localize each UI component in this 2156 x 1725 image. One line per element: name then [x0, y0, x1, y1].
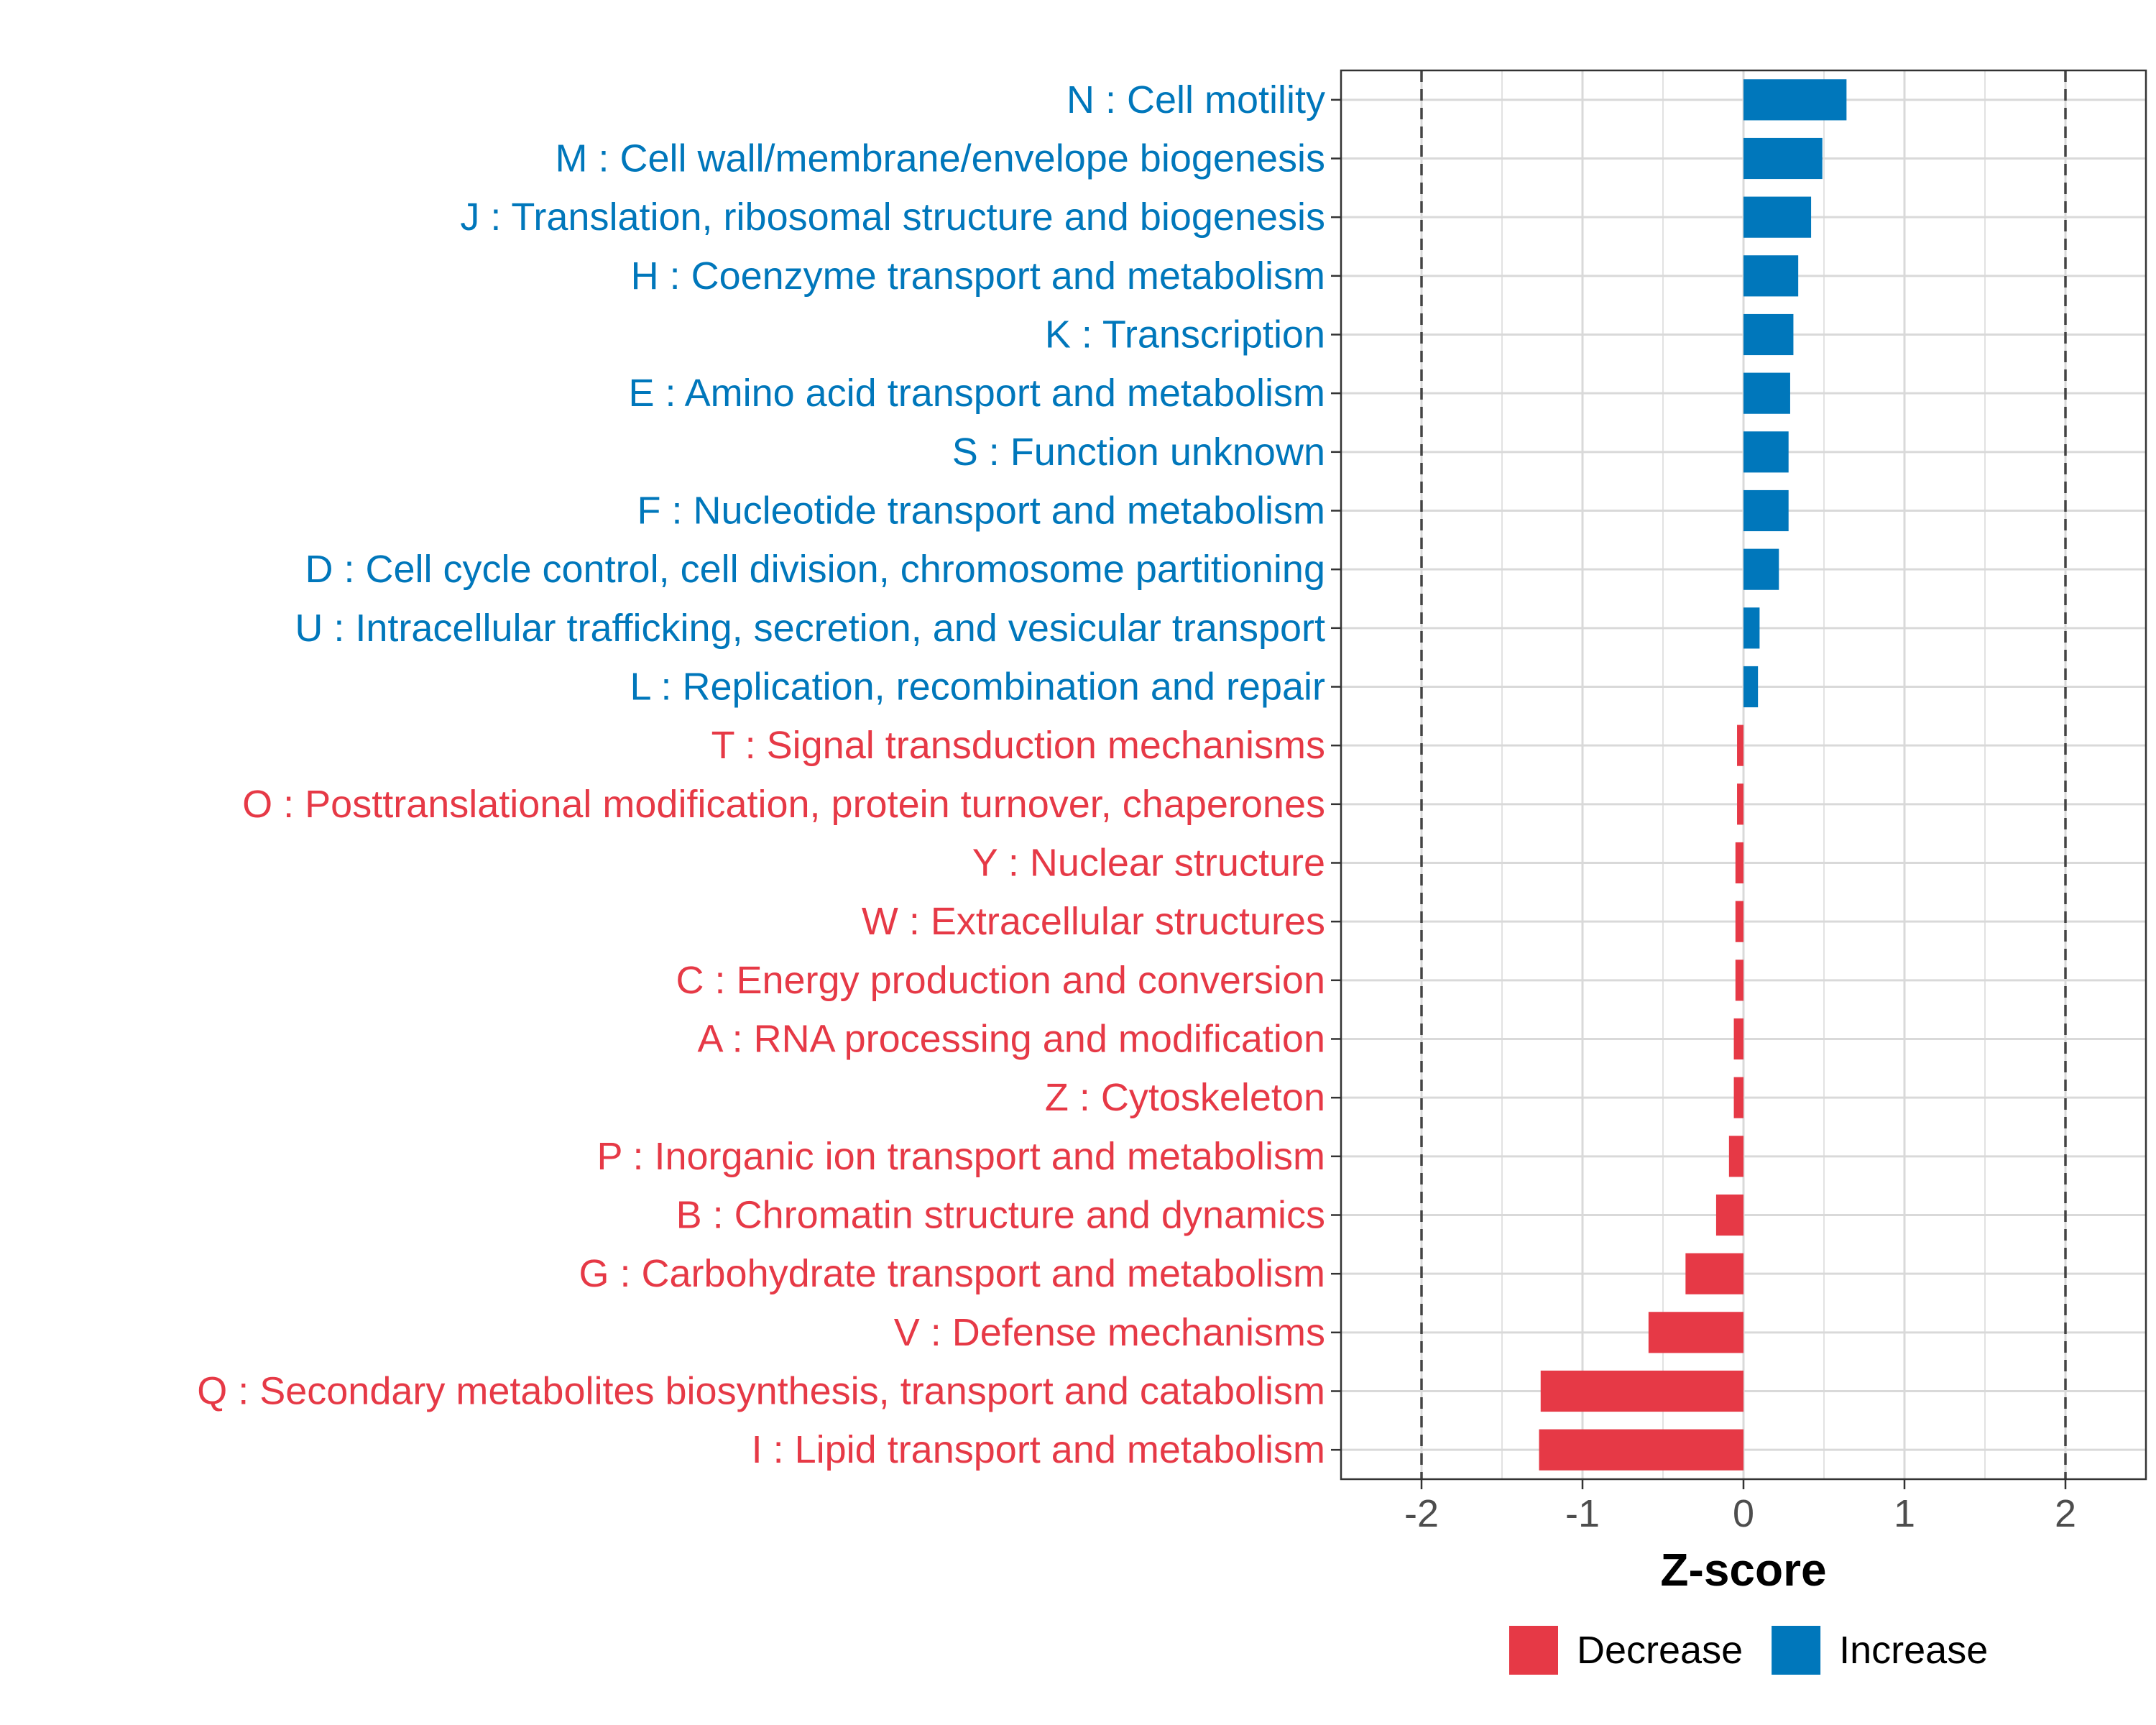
bar: [1743, 607, 1760, 649]
reference-lines: [1420, 70, 2067, 1479]
category-label: I : Lipid transport and metabolism: [752, 1428, 1325, 1471]
category-label: S : Function unknown: [952, 431, 1325, 474]
category-label: K : Transcription: [1045, 313, 1325, 356]
x-axis-ticks: -2 -1 0 1 2: [1404, 1479, 2076, 1535]
category-label: D : Cell cycle control, cell division, c…: [305, 548, 1325, 591]
legend-key: [1509, 1626, 1558, 1675]
x-axis-title: Z-score: [1660, 1544, 1826, 1596]
category-label: H : Coenzyme transport and metabolism: [631, 254, 1325, 298]
bar: [1735, 901, 1743, 942]
category-label: Q : Secondary metabolites biosynthesis, …: [197, 1370, 1325, 1413]
bar: [1737, 783, 1743, 825]
y-axis-ticks: [1331, 98, 1341, 1451]
x-tick-label: -1: [1565, 1492, 1600, 1535]
bar: [1539, 1429, 1743, 1471]
category-label: N : Cell motility: [1067, 78, 1325, 121]
bar: [1540, 1370, 1743, 1412]
legend-label: Increase: [1839, 1629, 1988, 1672]
category-label: Y : Nuclear structure: [972, 842, 1325, 885]
bar: [1735, 842, 1743, 884]
bar: [1743, 255, 1799, 297]
category-label: G : Carbohydrate transport and metabolis…: [579, 1252, 1326, 1295]
bar: [1728, 1136, 1743, 1177]
x-tick-label: 2: [2055, 1492, 2076, 1535]
bar: [1743, 489, 1789, 532]
bar: [1743, 196, 1812, 238]
bar: [1743, 548, 1779, 590]
category-label: A : RNA processing and modification: [698, 1018, 1325, 1061]
bar: [1743, 666, 1759, 708]
bar: [1743, 313, 1794, 356]
category-label: V : Defense mechanisms: [894, 1311, 1325, 1354]
bar: [1648, 1312, 1743, 1353]
category-label: L : Replication, recombination and repai…: [630, 666, 1325, 709]
category-label: Z : Cytoskeleton: [1045, 1076, 1325, 1119]
legend-label: Decrease: [1577, 1629, 1743, 1672]
bar: [1733, 1077, 1743, 1118]
x-tick-label: -2: [1404, 1492, 1439, 1535]
category-label: U : Intracellular trafficking, secretion…: [295, 607, 1325, 650]
category-label: F : Nucleotide transport and metabolism: [637, 489, 1325, 533]
category-label: O : Posttranslational modification, prot…: [242, 783, 1325, 826]
bar: [1743, 137, 1823, 180]
category-label: C : Energy production and conversion: [676, 959, 1325, 1002]
bar: [1743, 372, 1790, 414]
category-label: B : Chromatin structure and dynamics: [676, 1194, 1325, 1237]
category-label: W : Extracellular structures: [862, 900, 1325, 943]
x-tick-label: 1: [1894, 1492, 1915, 1535]
category-label: J : Translation, ribosomal structure and…: [460, 196, 1325, 239]
legend-key: [1772, 1626, 1821, 1675]
category-label: T : Signal transduction mechanisms: [711, 724, 1325, 767]
bar: [1733, 1018, 1743, 1060]
category-label: E : Amino acid transport and metabolism: [629, 372, 1325, 415]
bar: [1715, 1194, 1743, 1236]
bar: [1685, 1253, 1743, 1294]
bar: [1735, 960, 1743, 1001]
x-tick-label: 0: [1733, 1492, 1754, 1535]
bar: [1737, 724, 1743, 766]
bar: [1743, 79, 1847, 121]
category-label: M : Cell wall/membrane/envelope biogenes…: [555, 137, 1325, 180]
legend: Decrease Increase: [1509, 1626, 1988, 1675]
category-label: P : Inorganic ion transport and metaboli…: [596, 1135, 1325, 1178]
bar: [1743, 431, 1789, 473]
y-axis-category-labels: N : Cell motility M : Cell wall/membrane/…: [197, 78, 1325, 1471]
bars: [1539, 79, 1847, 1471]
